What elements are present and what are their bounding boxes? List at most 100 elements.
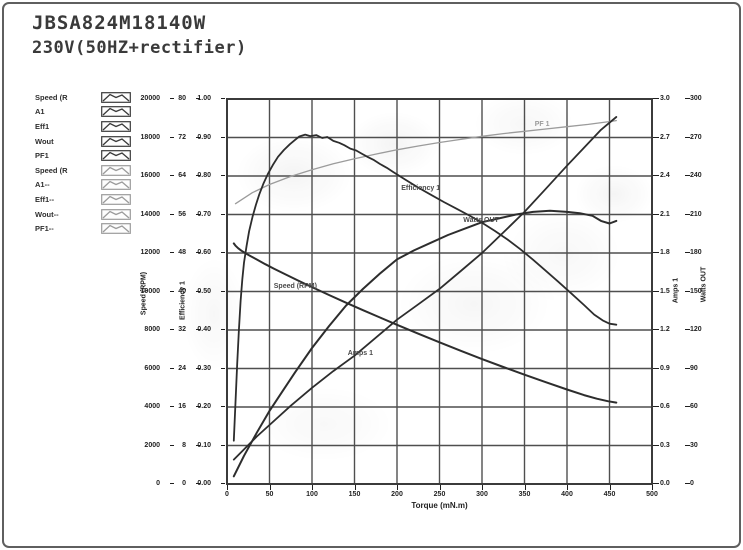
tick-mark-left-efficiency (195, 367, 200, 369)
curve-swatch-icon (101, 164, 131, 176)
tick-label-left-speed: 2000 (144, 441, 160, 449)
model-number: JBSA824M18140W (32, 12, 207, 34)
tick-label-left-efficiency: 24 (178, 364, 186, 372)
tick-mark-right-watts (685, 367, 690, 369)
tick-mark-right-amps (652, 367, 659, 369)
left-axis-title-efficiency: Efficiency 1 (179, 281, 187, 320)
tick-mark-right-watts (685, 290, 690, 292)
tick-mark-left-speed (169, 175, 174, 177)
tick-mark-left-pf (220, 175, 225, 177)
series-curve-speed (232, 242, 618, 404)
tick-mark-left-efficiency (195, 483, 200, 485)
tick-label-right-watts: 300 (690, 95, 702, 102)
tick-mark-right-watts (685, 175, 690, 177)
legend-item-2[interactable]: Eff1 (35, 119, 131, 134)
tick-mark-x (439, 485, 441, 490)
tick-mark-right-watts (685, 406, 690, 408)
tick-label-left-efficiency: 8 (182, 441, 186, 449)
tick-label-left-pf: 0.70 (197, 210, 211, 218)
tick-mark-x (652, 485, 654, 490)
curve-swatch-icon (101, 194, 131, 205)
tick-label-left-speed: 0 (156, 480, 160, 487)
tick-label-right-amps: 2.1 (660, 210, 670, 218)
legend-item-label: Eff1 (35, 121, 50, 131)
legend-item-9[interactable]: PF1-- (35, 221, 131, 236)
legend-item-1[interactable]: A1 (35, 105, 131, 120)
tick-label-right-amps: 3.0 (660, 95, 670, 102)
legend-item-6[interactable]: A1-- (35, 178, 131, 193)
plot-border (226, 98, 653, 485)
tick-label-x: 50 (265, 491, 274, 498)
tick-label-left-pf: 0.40 (197, 326, 211, 333)
tick-label-right-watts: 120 (690, 326, 702, 333)
tick-label-right-amps: 0.6 (660, 403, 670, 410)
tick-mark-right-watts (685, 136, 690, 138)
tick-label-right-amps: 1.8 (660, 249, 670, 256)
tick-label-x: 0 (225, 491, 229, 498)
tick-label-left-speed: 6000 (144, 364, 160, 372)
legend-item-7[interactable]: Eff1-- (35, 192, 131, 207)
tick-label-left-pf: 0.00 (197, 480, 211, 487)
tick-label-right-watts: 150 (690, 287, 702, 295)
tick-mark-right-amps (652, 136, 659, 138)
tick-label-left-pf: 0.20 (197, 403, 211, 410)
tick-mark-left-efficiency (195, 252, 200, 254)
legend-item-label: Wout (35, 136, 54, 146)
tick-mark-right-amps (652, 483, 659, 485)
curve-swatch-icon (101, 150, 131, 162)
tick-mark-left-speed (169, 367, 174, 369)
legend: Speed (R A1 Eff1 Wout PF1 Speed (R A1-- Eff1-- W… (35, 90, 131, 236)
tick-label-right-amps: 2.4 (660, 172, 670, 179)
legend-item-label: Speed (R (35, 165, 68, 175)
curve-label-amps: Amps 1 (347, 350, 373, 358)
curve-label-speed: Speed (RPM) (273, 282, 317, 290)
tick-mark-right-watts (685, 213, 690, 215)
tick-label-x: 100 (306, 491, 318, 498)
tick-label-right-watts: 30 (690, 441, 698, 449)
tick-label-left-efficiency: 48 (178, 249, 186, 256)
tick-mark-right-amps (652, 290, 659, 292)
curve-swatch-icon (101, 106, 131, 118)
tick-mark-left-pf (220, 406, 225, 408)
tick-mark-left-speed (169, 136, 174, 138)
tick-mark-left-speed (169, 444, 174, 446)
tick-label-left-efficiency: 16 (178, 403, 186, 410)
tick-mark-right-watts (685, 98, 690, 100)
tick-label-left-speed: 10000 (140, 287, 160, 295)
tick-mark-x (312, 485, 314, 490)
tick-mark-right-amps (652, 444, 659, 446)
legend-item-8[interactable]: Wout-- (35, 207, 131, 222)
tick-label-left-speed: 14000 (140, 210, 160, 218)
tick-mark-right-amps (652, 329, 659, 331)
tick-label-right-watts: 270 (690, 133, 702, 141)
legend-item-4[interactable]: PF1 (35, 148, 131, 163)
tick-mark-left-pf (220, 444, 225, 446)
tick-mark-left-speed (169, 483, 174, 485)
legend-item-0[interactable]: Speed (R (35, 90, 131, 105)
legend-item-5[interactable]: Speed (R (35, 163, 131, 178)
tick-mark-left-pf (220, 329, 225, 331)
tick-mark-right-watts (685, 329, 690, 331)
tick-mark-right-watts (685, 444, 690, 446)
legend-item-label: Speed (R (35, 92, 68, 102)
x-axis-title: Torque (mN.m) (411, 501, 468, 510)
tick-label-left-speed: 12000 (140, 249, 160, 256)
tick-label-x: 300 (476, 491, 488, 498)
tick-mark-left-speed (169, 213, 174, 215)
tick-mark-left-efficiency (195, 136, 200, 138)
tick-label-right-amps: 0.0 (660, 480, 670, 487)
tick-mark-x (609, 485, 611, 490)
tick-mark-left-speed (169, 406, 174, 408)
tick-mark-right-amps (652, 98, 659, 100)
curve-swatch-icon (101, 223, 131, 235)
tick-mark-right-watts (685, 252, 690, 254)
tick-mark-left-efficiency (195, 213, 200, 215)
curve-swatch-icon (101, 179, 131, 191)
tick-label-left-speed: 20000 (140, 95, 160, 102)
tick-label-right-watts: 180 (690, 249, 702, 256)
legend-item-3[interactable]: Wout (35, 134, 131, 149)
tick-mark-x (567, 485, 569, 490)
legend-item-label: PF1-- (35, 224, 54, 234)
tick-label-left-pf: 0.50 (197, 287, 211, 295)
